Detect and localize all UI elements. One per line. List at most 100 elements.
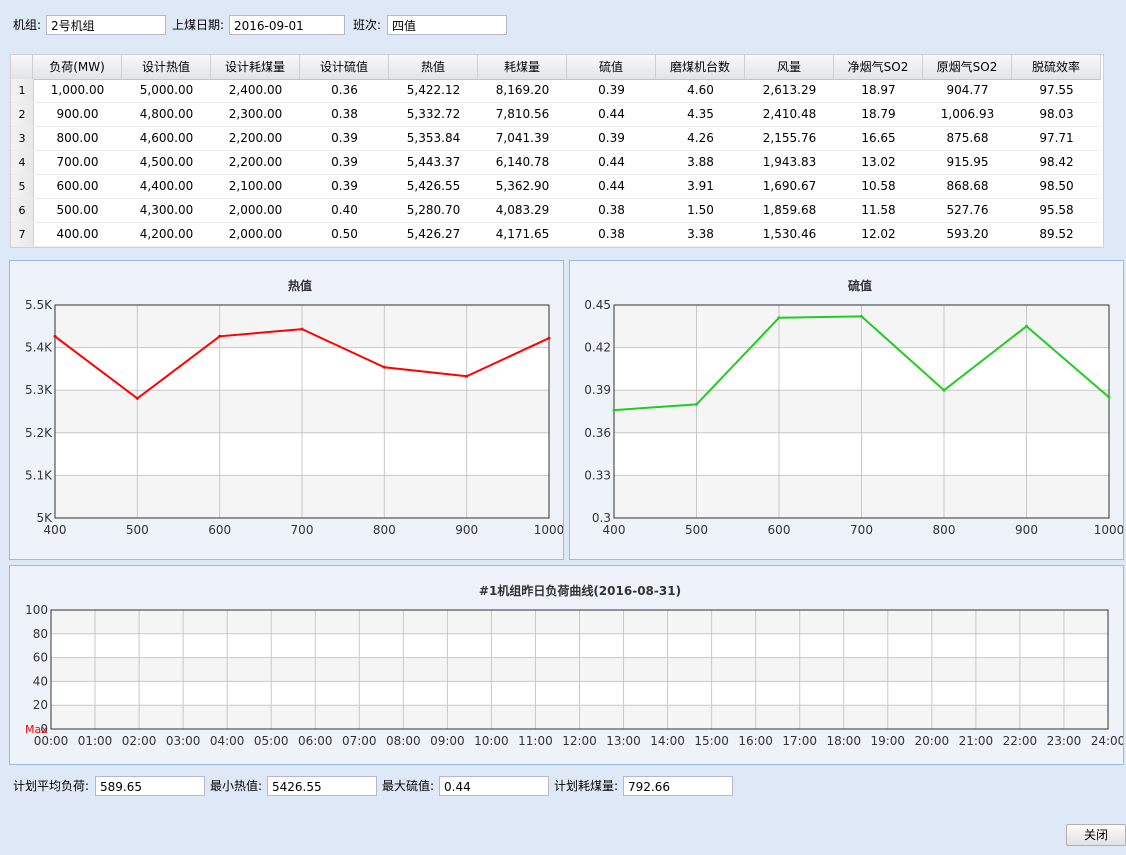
table-cell: 98.50 xyxy=(1039,179,1074,193)
column-header[interactable]: 设计硫值 xyxy=(300,55,389,79)
table-cell: 0.38 xyxy=(598,203,625,217)
data-point xyxy=(942,388,946,392)
data-point xyxy=(53,334,57,338)
y-tick-label: 60 xyxy=(33,651,48,665)
date-input[interactable]: 2016-09-01 xyxy=(229,15,345,35)
x-tick-label: 04:00 xyxy=(210,734,245,748)
x-tick-label: 07:00 xyxy=(342,734,377,748)
table-cell: 3.38 xyxy=(687,227,714,241)
table-row[interactable]: 1 1,000.00 5,000.00 2,400.00 0.36 5,422.12 8,1… xyxy=(11,79,1101,103)
table-cell: 5,422.12 xyxy=(406,83,461,97)
table-cell: 593.20 xyxy=(946,227,989,241)
row-number: 4 xyxy=(11,151,34,174)
column-header[interactable]: 磨煤机台数 xyxy=(656,55,745,79)
column-header[interactable]: 硫值 xyxy=(567,55,656,79)
avg-load-field[interactable]: 589.65 xyxy=(95,776,205,796)
x-tick-label: 1000 xyxy=(534,523,563,537)
table-cell: 2,400.00 xyxy=(228,83,283,97)
column-header[interactable]: 设计热值 xyxy=(122,55,211,79)
table-cell: 1,859.68 xyxy=(762,203,817,217)
table-cell: 0.39 xyxy=(598,83,625,97)
y-tick-label: 5K xyxy=(36,511,53,525)
data-point xyxy=(860,314,863,318)
date-label: 上煤日期: xyxy=(172,18,225,32)
column-header[interactable]: 负荷(MW) xyxy=(33,55,122,79)
min-heat-field[interactable]: 5426.55 xyxy=(267,776,377,796)
data-point xyxy=(465,374,469,378)
table-row[interactable]: 5 600.00 4,400.00 2,100.00 0.39 5,426.55 5,362… xyxy=(11,175,1101,199)
table-cell: 0.44 xyxy=(598,155,625,169)
data-point xyxy=(300,327,304,331)
table-row[interactable]: 7 400.00 4,200.00 2,000.00 0.50 5,426.27 4,171… xyxy=(11,223,1101,247)
table-cell: 2,155.76 xyxy=(762,131,817,145)
table-cell: 5,443.37 xyxy=(406,155,461,169)
data-point xyxy=(695,402,698,406)
y-tick-label: 5.2K xyxy=(25,426,53,440)
min-heat-label: 最小热值: xyxy=(210,779,263,793)
max-sulfur-field[interactable]: 0.44 xyxy=(439,776,549,796)
data-point xyxy=(218,334,222,338)
close-button[interactable]: 关闭 xyxy=(1066,824,1126,846)
x-tick-label: 900 xyxy=(455,523,478,537)
column-header[interactable]: 风量 xyxy=(745,55,834,79)
y-tick-label: 100 xyxy=(25,603,48,617)
table-cell: 4,083.29 xyxy=(495,203,550,217)
plot-border xyxy=(50,609,1109,730)
table-cell: 0.36 xyxy=(331,83,358,97)
heat-chart-panel: 热值 5K 5.1K 5.2K 5.3K 5.4K 5.5K 400 500 600 700 800 9… xyxy=(9,260,564,560)
table-row[interactable]: 4 700.00 4,500.00 2,200.00 0.39 5,443.37 6,140… xyxy=(11,151,1101,175)
column-header[interactable]: 热值 xyxy=(389,55,478,79)
column-header[interactable]: 原烟气SO2 xyxy=(923,55,1012,79)
table-cell: 12.02 xyxy=(861,227,896,241)
table-cell: 98.03 xyxy=(1039,107,1074,121)
x-tick-label: 500 xyxy=(685,523,708,537)
column-header[interactable]: 耗煤量 xyxy=(478,55,567,79)
x-tick-label: 17:00 xyxy=(782,734,817,748)
y-tick-label: 0.3 xyxy=(592,511,611,525)
plan-coal-label: 计划耗煤量: xyxy=(554,779,619,793)
row-number: 5 xyxy=(11,175,34,198)
x-tick-label: 900 xyxy=(1015,523,1038,537)
unit-input[interactable]: 2号机组 xyxy=(46,15,166,35)
y-tick-label: 0.36 xyxy=(584,426,611,440)
y-tick-label: 0.42 xyxy=(584,341,611,355)
table-cell: 1,690.67 xyxy=(762,179,817,193)
column-header[interactable]: 设计耗煤量 xyxy=(211,55,300,79)
column-header[interactable]: 净烟气SO2 xyxy=(834,55,923,79)
table-cell: 4,500.00 xyxy=(139,155,194,169)
table-row[interactable]: 2 900.00 4,800.00 2,300.00 0.38 5,332.72 7,810… xyxy=(11,103,1101,127)
table-cell: 2,100.00 xyxy=(228,179,283,193)
shift-label: 班次: xyxy=(353,18,382,32)
heat-value-chart: 热值 5K 5.1K 5.2K 5.3K 5.4K 5.5K 400 500 600 700 800 9… xyxy=(25,278,564,537)
table-cell: 0.38 xyxy=(331,107,358,121)
table-cell: 97.55 xyxy=(1039,83,1074,97)
table-cell: 11.58 xyxy=(861,203,896,217)
grid-header: 负荷(MW) 设计热值 设计耗煤量 设计硫值 热值 耗煤量 硫值 磨煤机台数 风量 净烟气SO2 原… xyxy=(11,55,1101,80)
x-tick-label: 21:00 xyxy=(959,734,994,748)
x-tick-label: 06:00 xyxy=(298,734,333,748)
x-tick-label: 800 xyxy=(373,523,396,537)
table-cell: 0.44 xyxy=(598,107,625,121)
sulfur-value-chart: 硫值 0.3 0.33 0.36 0.39 0.42 0.45 400 500 600 700 800… xyxy=(584,278,1124,537)
table-cell: 0.39 xyxy=(331,131,358,145)
table-cell: 18.79 xyxy=(861,107,896,121)
x-tick-label: 16:00 xyxy=(738,734,773,748)
chart-title: 热值 xyxy=(288,278,312,293)
data-grid: 负荷(MW) 设计热值 设计耗煤量 设计硫值 热值 耗煤量 硫值 磨煤机台数 风量 净烟气SO2 原… xyxy=(10,54,1104,248)
table-cell: 16.65 xyxy=(861,131,896,145)
x-tick-label: 700 xyxy=(850,523,873,537)
column-header[interactable]: 脱硫效率 xyxy=(1012,55,1101,79)
table-row[interactable]: 6 500.00 4,300.00 2,000.00 0.40 5,280.70 4,083… xyxy=(11,199,1101,223)
chart-title: #1机组昨日负荷曲线(2016-08-31) xyxy=(479,583,681,598)
table-cell: 5,332.72 xyxy=(406,107,461,121)
x-tick-label: 14:00 xyxy=(650,734,685,748)
plan-coal-field[interactable]: 792.66 xyxy=(623,776,733,796)
table-row[interactable]: 3 800.00 4,600.00 2,200.00 0.39 5,353.84 7,041… xyxy=(11,127,1101,151)
y-tick-label: 5.3K xyxy=(25,383,53,397)
y-tick-label: 0 xyxy=(40,722,48,736)
table-cell: 600.00 xyxy=(56,179,99,193)
y-tick-label: 80 xyxy=(33,627,48,641)
x-tick-label: 13:00 xyxy=(606,734,641,748)
shift-input[interactable]: 四值 xyxy=(387,15,507,35)
x-tick-label: 1000 xyxy=(1094,523,1123,537)
